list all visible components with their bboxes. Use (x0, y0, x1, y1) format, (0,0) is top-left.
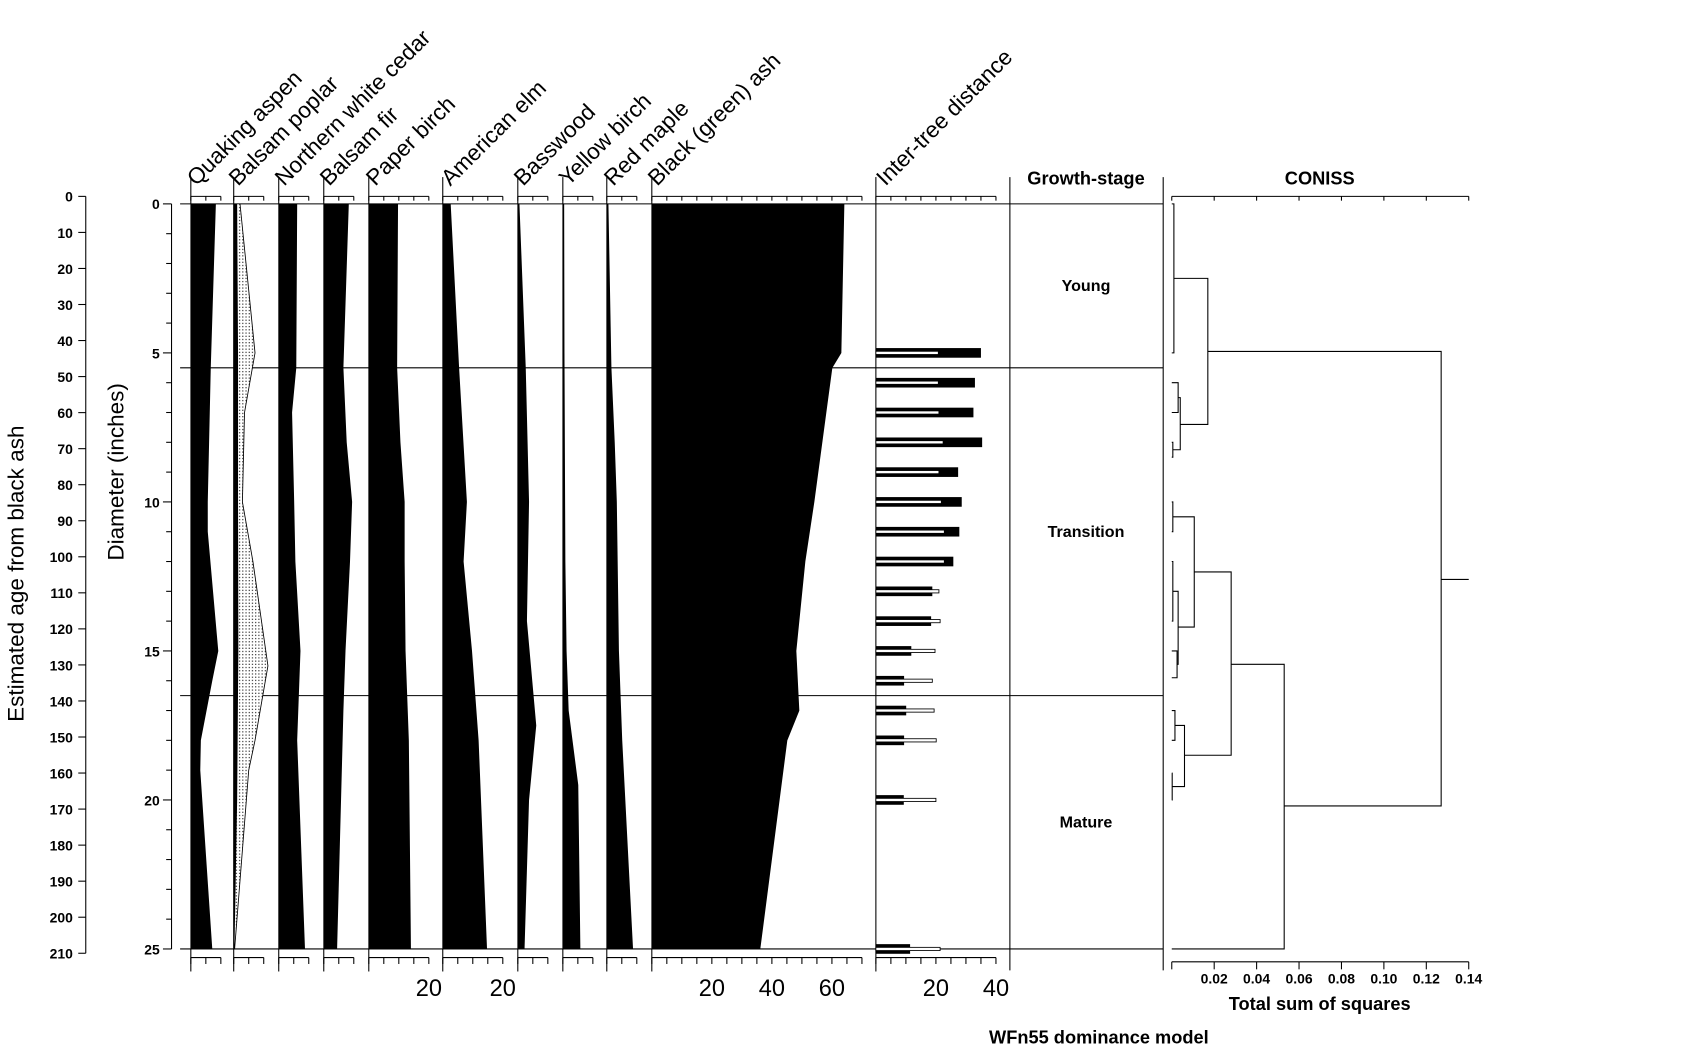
species-balsam-poplar-silhouette (233, 203, 239, 950)
species-paper-birch-bottom-tick-label: 20 (416, 975, 442, 1001)
age-axis-tick-label: 140 (50, 693, 73, 709)
coniss-tick-label: 0.08 (1328, 970, 1355, 986)
age-axis-tick-label: 60 (57, 405, 73, 421)
inter-tree-distance-inner-bar (875, 619, 941, 624)
species-balsam-poplar-exaggeration-curve (233, 203, 269, 950)
footer-title: WFn55 dominance model (989, 1027, 1209, 1047)
age-axis-tick-label: 50 (57, 369, 73, 385)
age-axis-tick-label: 160 (50, 765, 73, 781)
species-american-elm-bottom-tick-label: 20 (490, 975, 516, 1001)
growth-stage-title: Growth-stage (1027, 169, 1144, 189)
coniss-dendrogram-link (1172, 516, 1195, 628)
coniss-x-axis-label: Total sum of squares (1229, 994, 1411, 1014)
species-black-green-ash-bottom-tick-label: 60 (819, 975, 845, 1001)
coniss-tick-label: 0.12 (1413, 970, 1440, 986)
inter-tree-distance-inner-bar (875, 738, 937, 743)
age-axis-tick-label: 80 (57, 477, 73, 493)
age-axis-tick-label: 120 (50, 621, 73, 637)
coniss-dendrogram-link (1173, 277, 1209, 425)
coniss-dendrogram-link (1171, 382, 1179, 414)
coniss-dendrogram-link (1171, 650, 1178, 679)
coniss-title: CONISS (1285, 169, 1355, 189)
age-axis-tick-label: 0 (65, 189, 73, 205)
inter-tree-distance-inner-bar (875, 797, 937, 802)
inter-tree-distance-inner-bar (875, 648, 936, 653)
coniss-dendrogram-link (1171, 710, 1176, 741)
inter-tree-distance-inner-bar (875, 946, 941, 952)
inter-tree-distance-label: Inter-tree distance (871, 44, 1017, 190)
inter-tree-distance-inner-bar (875, 440, 944, 445)
plot-area: 0102030405060708090100110120130140150160… (50, 25, 1483, 1002)
coniss-dendrogram-link (1184, 571, 1232, 756)
age-axis-tick-label: 110 (50, 585, 73, 601)
species-yellow-birch-silhouette (562, 203, 581, 950)
inter-tree-distance-inner-bar (875, 380, 939, 385)
age-axis-tick-label: 90 (57, 513, 73, 529)
diameter-axis-tick-label: 20 (144, 792, 160, 808)
coniss-dendrogram-link (1172, 397, 1181, 451)
coniss-dendrogram-link (1171, 203, 1175, 354)
age-axis-tick-label: 40 (57, 333, 73, 349)
inter-tree-distance-inner-bar (875, 470, 940, 475)
inter-tree-distance-inner-bar (875, 678, 933, 683)
age-axis-tick-label: 130 (50, 657, 73, 673)
coniss-dendrogram-link (1171, 501, 1174, 533)
species-black-green-ash-bottom-tick-label: 40 (759, 975, 785, 1001)
inter-tree-distance-bottom-tick-label: 20 (923, 975, 949, 1001)
species-black-green-ash-silhouette (651, 203, 845, 950)
diameter-axis-tick-label: 0 (152, 196, 160, 212)
coniss-dendrogram-link (1171, 441, 1174, 458)
species-balsam-fir-silhouette (323, 203, 353, 950)
age-axis-tick-label: 200 (50, 910, 73, 926)
diameter-axis-tick-label: 5 (152, 345, 160, 361)
species-american-elm-silhouette (442, 203, 488, 950)
coniss-tick-label: 0.04 (1243, 970, 1270, 986)
age-axis-tick-label: 180 (50, 837, 73, 853)
species-quaking-aspen-silhouette (190, 203, 219, 950)
inter-tree-distance-inner-bar (875, 589, 940, 594)
coniss-tick-label: 0.10 (1370, 970, 1397, 986)
growth-stage-zone-label: Mature (1060, 814, 1113, 832)
age-axis-tick-label: 20 (57, 261, 73, 277)
age-axis-tick-label: 10 (57, 225, 73, 241)
age-axis-tick-label: 30 (57, 297, 73, 313)
inter-tree-distance-inner-bar (875, 559, 945, 564)
age-axis-tick-label: 170 (50, 801, 73, 817)
coniss-dendrogram-link (1172, 590, 1179, 665)
age-axis-label: Estimated age from black ash (4, 426, 29, 722)
age-axis-tick-label: 70 (57, 441, 73, 457)
coniss-dendrogram-link (1171, 663, 1285, 950)
inter-tree-distance-inner-bar (875, 410, 940, 415)
inter-tree-distance-inner-bar (875, 708, 935, 713)
species-black-green-ash-bottom-tick-label: 20 (699, 975, 725, 1001)
inter-tree-distance-inner-bar (875, 350, 939, 355)
species-northern-white-cedar-silhouette (278, 203, 305, 950)
diameter-axis-label: Diameter (inches) (103, 383, 128, 561)
growth-stage-zone-label: Transition (1048, 523, 1125, 541)
coniss-dendrogram-link (1207, 350, 1442, 807)
diameter-axis-tick-label: 10 (144, 494, 160, 510)
diameter-axis-tick-label: 15 (144, 643, 160, 659)
age-axis-tick-label: 150 (50, 729, 73, 745)
coniss-dendrogram-link (1171, 560, 1174, 622)
age-axis-tick-label: 190 (50, 874, 73, 890)
species-basswood-silhouette (517, 203, 537, 950)
species-paper-birch-silhouette (368, 203, 411, 950)
inter-tree-distance-bottom-tick-label: 40 (983, 975, 1009, 1001)
coniss-tick-label: 0.14 (1455, 970, 1482, 986)
growth-stage-zone-label: Young (1062, 277, 1111, 295)
coniss-tick-label: 0.02 (1201, 970, 1228, 986)
diameter-axis-tick-label: 25 (144, 941, 160, 957)
coniss-dendrogram-link (1172, 724, 1186, 788)
coniss-tick-label: 0.06 (1285, 970, 1312, 986)
age-axis-tick-label: 100 (50, 549, 73, 565)
age-axis-tick-label: 210 (50, 946, 73, 962)
species-red-maple-silhouette (606, 203, 634, 950)
inter-tree-distance-inner-bar (875, 529, 945, 534)
inter-tree-distance-inner-bar (875, 499, 942, 504)
